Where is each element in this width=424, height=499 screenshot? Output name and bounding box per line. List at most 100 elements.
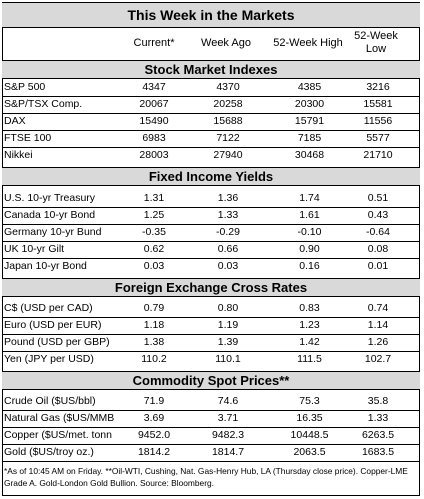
table-title: This Week in the Markets <box>2 2 420 28</box>
section-title: Fixed Income Yields <box>148 169 274 184</box>
cell-52wk-low: 0.01 <box>367 260 389 272</box>
cell-current: 110.2 <box>141 353 167 365</box>
cell-52wk-high: 4385 <box>297 81 322 93</box>
row-label: Natural Gas ($US/MMB <box>4 412 115 424</box>
table-row: S&P 500 4347 4370 4385 3216 <box>2 79 420 97</box>
cell-current: 20067 <box>139 98 169 110</box>
cell-52wk-high: 0.16 <box>299 260 320 272</box>
table-row: DAX 15490 15688 15791 11556 <box>2 113 420 131</box>
table-row: Natural Gas ($US/MMB 3.69 3.71 16.35 1.3… <box>2 410 420 428</box>
table-row: S&P/TSX Comp. 20067 20258 20300 15581 <box>2 96 420 114</box>
cell-52wk-high: 1.74 <box>299 192 320 204</box>
cell-52wk-low: 1.33 <box>367 412 389 424</box>
cell-week-ago: 15688 <box>213 115 243 127</box>
cell-week-ago: 0.80 <box>217 302 239 314</box>
cell-week-ago: 1.33 <box>217 209 239 221</box>
cell-current: 1.31 <box>143 192 165 204</box>
cell-current: 0.62 <box>143 243 165 255</box>
cell-current: 9452.0 <box>137 429 171 441</box>
row-label: Copper ($US/met. tonn <box>4 429 112 441</box>
table-row: Gold ($US/troy oz.) 1814.2 1814.7 2063.5… <box>2 444 420 462</box>
section-header-fx-rates: Foreign Exchange Cross Rates <box>2 278 420 297</box>
cell-52wk-low: -0.64 <box>366 226 390 238</box>
cell-52wk-high: 0.90 <box>299 243 320 255</box>
table-row: Euro (USD per EUR) 1.18 1.19 1.23 1.14 <box>2 317 420 335</box>
column-header-52wk-low-line1: 52-Week <box>354 30 398 42</box>
cell-week-ago: 3.71 <box>217 412 239 424</box>
row-label: Japan 10-yr Bond <box>4 260 87 272</box>
row-label: Crude Oil ($US/bbl) <box>4 395 96 407</box>
cell-52wk-high: 1.61 <box>299 209 320 221</box>
cell-current: 15490 <box>139 115 169 127</box>
row-label: FTSE 100 <box>4 132 52 144</box>
row-label: Germany 10-yr Bund <box>4 226 102 238</box>
cell-52wk-low: 102.7 <box>364 353 392 365</box>
cell-week-ago: 27940 <box>213 149 243 161</box>
cell-week-ago: 1814.7 <box>211 446 245 458</box>
column-header-current: Current* <box>133 37 175 49</box>
cell-current: 28003 <box>139 149 169 161</box>
cell-week-ago: 0.03 <box>217 260 239 272</box>
cell-52wk-low: 6263.5 <box>361 429 395 441</box>
cell-current: 1814.2 <box>137 446 171 458</box>
cell-52wk-high: 1.42 <box>299 336 320 348</box>
row-label: Nikkei <box>4 149 33 161</box>
cell-52wk-high: 15791 <box>294 115 325 127</box>
table-title-text: This Week in the Markets <box>127 7 295 23</box>
cell-current: -0.35 <box>142 226 166 238</box>
cell-current: 6983 <box>142 132 166 144</box>
cell-52wk-low: 0.51 <box>367 192 389 204</box>
cell-52wk-high: 30468 <box>294 149 325 161</box>
cell-52wk-low: 21710 <box>363 149 393 161</box>
section-title: Stock Market Indexes <box>144 62 278 77</box>
cell-52wk-low: 0.74 <box>367 302 389 314</box>
row-label: S&P 500 <box>4 81 46 93</box>
row-label: Gold ($US/troy oz.) <box>4 446 94 458</box>
row-label: C$ (USD per CAD) <box>4 302 93 314</box>
table-row: U.S. 10-yr Treasury 1.31 1.36 1.74 0.51 <box>2 190 420 208</box>
cell-52wk-low: 0.08 <box>367 243 389 255</box>
cell-52wk-low: 1.26 <box>367 336 389 348</box>
row-label: Pound (USD per GBP) <box>4 336 110 348</box>
cell-week-ago: 0.66 <box>217 243 239 255</box>
cell-52wk-low: 1683.5 <box>361 446 395 458</box>
cell-52wk-low: 0.43 <box>367 209 389 221</box>
row-label: Euro (USD per EUR) <box>4 319 102 331</box>
cell-52wk-low: 3216 <box>366 81 390 93</box>
cell-current: 0.79 <box>143 302 165 314</box>
column-header-52wk-high: 52-Week High <box>273 37 343 49</box>
cell-52wk-high: 20300 <box>294 98 325 110</box>
cell-week-ago: 20258 <box>213 98 243 110</box>
table-row: FTSE 100 6983 7122 7185 5577 <box>2 130 420 148</box>
footnote: *As of 10:45 AM on Friday. **Oil-WTI, Cu… <box>4 466 408 488</box>
row-label: Canada 10-yr Bond <box>4 209 96 221</box>
section-header-fixed-income: Fixed Income Yields <box>2 167 420 186</box>
cell-current: 1.38 <box>143 336 165 348</box>
cell-52wk-high: 10448.5 <box>290 429 329 441</box>
cell-week-ago: 74.6 <box>217 395 239 407</box>
section-header-stock-indexes: Stock Market Indexes <box>2 60 420 79</box>
cell-52wk-high: 2063.5 <box>293 446 326 458</box>
cell-week-ago: 1.19 <box>217 319 239 331</box>
cell-52wk-low: 11556 <box>363 115 393 127</box>
cell-week-ago: 7122 <box>216 132 240 144</box>
cell-52wk-low: 1.14 <box>367 319 389 331</box>
cell-current: 4347 <box>142 81 166 93</box>
column-header-52wk-low-line2: Low <box>365 43 387 55</box>
cell-week-ago: -0.29 <box>216 226 240 238</box>
cell-52wk-high: 16.35 <box>296 412 323 424</box>
table-row: C$ (USD per CAD) 0.79 0.80 0.83 0.74 <box>2 300 420 318</box>
table-row: Canada 10-yr Bond 1.25 1.33 1.61 0.43 <box>2 207 420 225</box>
cell-current: 3.69 <box>143 412 165 424</box>
cell-52wk-high: 111.5 <box>297 353 322 365</box>
cell-52wk-high: 1.23 <box>299 319 320 331</box>
cell-52wk-high: 0.83 <box>299 302 320 314</box>
table-row: Pound (USD per GBP) 1.38 1.39 1.42 1.26 <box>2 334 420 352</box>
table-row: Copper ($US/met. tonn 9452.0 9482.3 1044… <box>2 427 420 445</box>
row-label: S&P/TSX Comp. <box>4 98 83 110</box>
cell-week-ago: 1.39 <box>217 336 239 348</box>
cell-week-ago: 110.1 <box>215 353 241 365</box>
table-row: Crude Oil ($US/bbl) 71.9 74.6 75.3 35.8 <box>2 393 420 411</box>
cell-current: 71.9 <box>143 395 165 407</box>
column-header-week-ago: Week Ago <box>201 37 251 49</box>
